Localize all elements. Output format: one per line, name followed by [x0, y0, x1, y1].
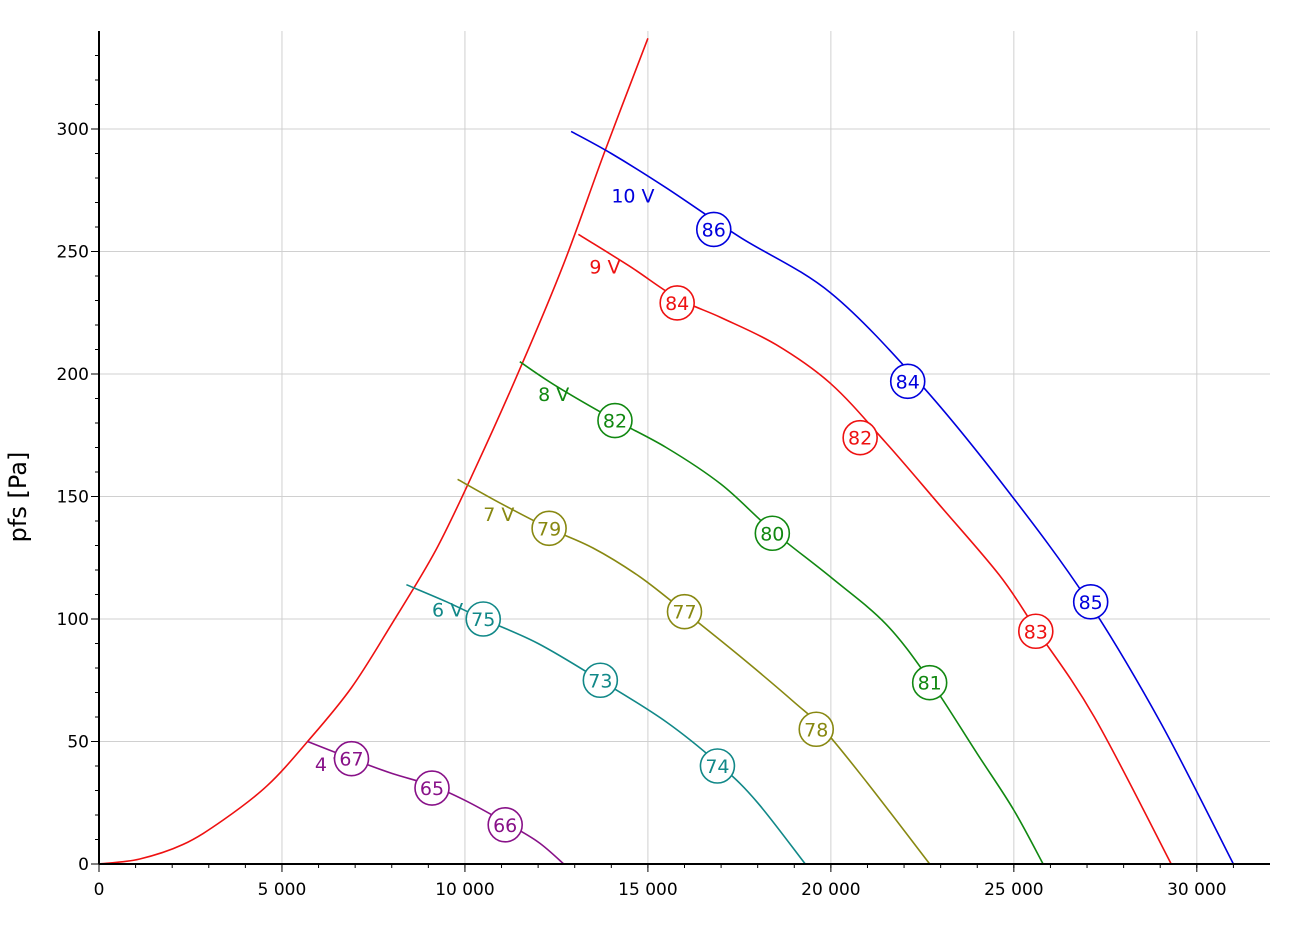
y-tick-label: 50: [67, 733, 89, 753]
marker-circle: [889, 363, 926, 400]
y-tick-label: 150: [57, 488, 89, 508]
x-tick-labels: 0 5 000 10 000 15 000 20 000 25 000 30 000: [94, 880, 1227, 900]
marker-label: 85: [1079, 592, 1103, 614]
minor-ticks: [95, 55, 1234, 868]
system-curve: [98, 38, 649, 865]
system-curve-line: [98, 38, 649, 865]
efficiency-marker: 83: [1018, 613, 1054, 650]
y-tick-labels: 0 50 100 150 200 250 300: [57, 120, 89, 875]
x-tick-label: 15 000: [618, 880, 677, 900]
marker-circle: [798, 711, 835, 748]
y-tick-label: 0: [78, 855, 89, 875]
series-line: [406, 583, 806, 865]
series-label: 10 V: [611, 186, 654, 208]
marker-label: 74: [705, 756, 729, 778]
marker-label: 81: [918, 673, 942, 695]
marker-circle: [1072, 584, 1109, 620]
efficiency-marker: 79: [531, 510, 567, 547]
marker-label: 80: [760, 523, 784, 545]
series-line: [570, 130, 1235, 865]
series-label: 8 V: [538, 384, 569, 406]
series-label: 7 V: [483, 504, 514, 526]
marker-label: 75: [471, 609, 495, 631]
marker-circle: [531, 510, 567, 547]
efficiency-marker: 74: [699, 748, 736, 784]
marker-label: 66: [493, 815, 517, 837]
efficiency-marker: 78: [798, 711, 835, 748]
marker-circle: [333, 740, 370, 777]
axes: [91, 31, 1270, 872]
marker-label: 73: [588, 670, 612, 692]
marker-circle: [754, 515, 791, 552]
marker-label: 65: [420, 778, 444, 800]
x-tick-label: 20 000: [801, 880, 860, 900]
efficiency-marker: 67: [333, 740, 370, 777]
marker-circle: [911, 664, 948, 701]
series-line: [577, 233, 1172, 865]
marker-circle: [414, 770, 450, 806]
marker-circle: [699, 748, 736, 784]
marker-circle: [842, 419, 878, 456]
efficiency-marker: 82: [597, 402, 633, 439]
marker-label: 67: [339, 749, 363, 771]
marker-label: 84: [896, 371, 920, 393]
marker-label: 86: [702, 219, 726, 241]
efficiency-marker: 86: [695, 211, 732, 248]
efficiency-marker: 85: [1072, 584, 1109, 620]
efficiency-marker: 80: [754, 515, 791, 552]
marker-label: 78: [804, 719, 828, 741]
efficiency-marker: 82: [842, 419, 878, 456]
series-label: 6 V: [432, 600, 463, 622]
marker-label: 82: [603, 411, 627, 433]
efficiency-marker: 84: [889, 363, 926, 400]
marker-circle: [487, 806, 523, 843]
efficiency-marker: 77: [666, 593, 703, 630]
marker-label: 82: [848, 428, 872, 450]
efficiency-markers: 86 84 85 84 82 83 82 80 81 79 77 78 75 73 74 67 65 66: [333, 211, 1109, 843]
y-tick-label: 250: [57, 243, 89, 263]
marker-circle: [659, 285, 695, 321]
x-tick-label: 25 000: [984, 880, 1043, 900]
series-labels: 10 V9 V8 V7 V6 V4 V: [315, 186, 655, 776]
marker-circle: [666, 593, 703, 630]
x-tick-label: 30 000: [1167, 880, 1226, 900]
marker-circle: [695, 211, 732, 248]
series-lines: [307, 130, 1235, 865]
grid: [99, 31, 1270, 864]
y-tick-label: 300: [57, 120, 89, 140]
x-tick-label: 10 000: [435, 880, 494, 900]
series-label: 9 V: [589, 257, 620, 279]
marker-circle: [597, 402, 633, 439]
efficiency-marker: 73: [582, 662, 619, 699]
efficiency-marker: 66: [487, 806, 523, 843]
marker-circle: [465, 601, 502, 637]
marker-label: 83: [1024, 621, 1048, 643]
x-tick-label: 5 000: [258, 880, 307, 900]
y-axis-label: pfs [Pa]: [4, 452, 32, 543]
y-tick-label: 100: [57, 610, 89, 630]
x-tick-label: 0: [94, 880, 105, 900]
efficiency-marker: 81: [911, 664, 948, 701]
efficiency-marker: 65: [414, 770, 450, 806]
y-tick-label: 200: [57, 365, 89, 385]
efficiency-marker: 84: [659, 285, 695, 321]
marker-circle: [582, 662, 619, 699]
efficiency-marker: 75: [465, 601, 502, 637]
marker-label: 77: [672, 602, 696, 624]
marker-circle: [1018, 613, 1054, 650]
series-line: [457, 478, 931, 865]
marker-label: 79: [537, 518, 561, 540]
marker-label: 84: [665, 293, 689, 315]
